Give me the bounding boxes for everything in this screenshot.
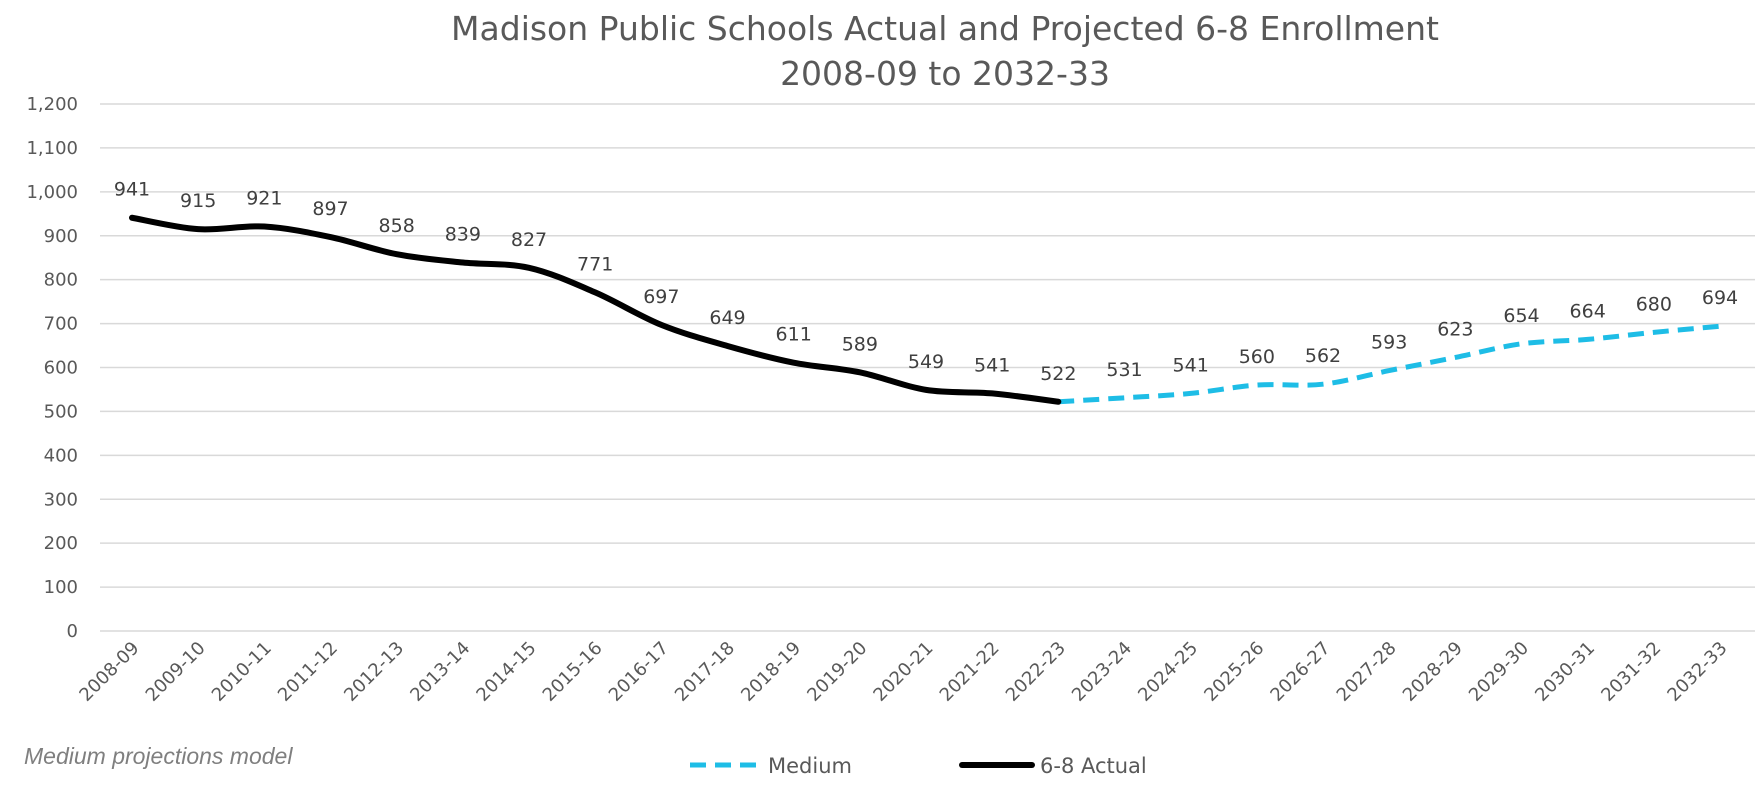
y-axis-ticks: 0 100 200 300 400 500 600 700 800 900 1,000 1,100 1,… xyxy=(26,94,78,642)
data-label: 858 xyxy=(379,215,415,237)
legend: Medium 6-8 Actual xyxy=(690,754,1147,778)
data-label: 593 xyxy=(1371,332,1407,354)
y-tick-label: 0 xyxy=(67,621,78,642)
projection-model-note: Medium projections model xyxy=(24,743,293,769)
data-label: 697 xyxy=(643,286,679,308)
x-tick-label: 2018-19 xyxy=(737,638,805,706)
data-label: 664 xyxy=(1570,300,1606,322)
data-label: 522 xyxy=(1040,363,1076,385)
chart-title: Madison Public Schools Actual and Projec… xyxy=(451,9,1439,48)
data-labels: 941 915 921 897 858 839 827 771 697 649 611 589 549 5… xyxy=(114,179,1738,385)
data-label: 839 xyxy=(445,224,481,246)
data-label: 623 xyxy=(1437,318,1473,340)
y-tick-label: 1,200 xyxy=(26,94,78,115)
x-tick-label: 2027-28 xyxy=(1333,638,1401,706)
x-tick-label: 2016-17 xyxy=(605,638,673,706)
legend-label-medium: Medium xyxy=(768,754,852,778)
data-label: 541 xyxy=(974,354,1010,376)
x-tick-label: 2023-24 xyxy=(1068,638,1136,706)
y-tick-label: 1,000 xyxy=(26,182,78,203)
y-tick-label: 500 xyxy=(44,401,78,422)
data-label: 771 xyxy=(577,253,613,275)
x-tick-label: 2021-22 xyxy=(936,638,1004,706)
x-tick-label: 2012-13 xyxy=(340,638,408,706)
x-tick-label: 2019-20 xyxy=(803,638,871,706)
data-label: 531 xyxy=(1106,359,1142,381)
x-tick-label: 2017-18 xyxy=(671,638,739,706)
data-label: 897 xyxy=(312,198,348,220)
data-label: 921 xyxy=(246,188,282,210)
x-tick-label: 2014-15 xyxy=(472,638,540,706)
y-tick-label: 300 xyxy=(44,489,78,510)
x-tick-label: 2026-27 xyxy=(1266,638,1334,706)
data-label: 680 xyxy=(1636,293,1672,315)
x-tick-label: 2024-25 xyxy=(1134,638,1202,706)
x-tick-label: 2015-16 xyxy=(539,638,607,706)
y-tick-label: 700 xyxy=(44,314,78,335)
legend-label-actual: 6-8 Actual xyxy=(1040,754,1147,778)
y-tick-label: 900 xyxy=(44,226,78,247)
y-tick-label: 600 xyxy=(44,358,78,379)
data-label: 915 xyxy=(180,190,216,212)
series-line-actual xyxy=(129,214,1062,405)
x-tick-label: 2032-33 xyxy=(1663,638,1731,706)
x-tick-label: 2022-23 xyxy=(1002,638,1070,706)
y-tick-label: 100 xyxy=(44,577,78,598)
x-tick-label: 2030-31 xyxy=(1531,638,1599,706)
data-label: 589 xyxy=(842,333,878,355)
x-tick-label: 2013-14 xyxy=(406,638,474,706)
x-tick-label: 2011-12 xyxy=(274,638,342,706)
x-tick-label: 2031-32 xyxy=(1597,638,1665,706)
x-tick-label: 2028-29 xyxy=(1399,638,1467,706)
x-tick-label: 2020-21 xyxy=(869,638,937,706)
data-label: 560 xyxy=(1239,346,1275,368)
data-label: 562 xyxy=(1305,345,1341,367)
x-tick-label: 2010-11 xyxy=(208,638,276,706)
y-tick-label: 200 xyxy=(44,533,78,554)
x-tick-label: 2025-26 xyxy=(1200,638,1268,706)
gridlines xyxy=(100,103,1755,632)
data-label: 649 xyxy=(709,307,745,329)
x-tick-label: 2009-10 xyxy=(142,638,210,706)
data-label: 549 xyxy=(908,351,944,373)
data-label: 941 xyxy=(114,179,150,201)
x-tick-label: 2008-09 xyxy=(75,638,143,706)
y-tick-label: 400 xyxy=(44,445,78,466)
data-label: 611 xyxy=(776,324,812,346)
data-label: 541 xyxy=(1173,354,1209,376)
data-label: 827 xyxy=(511,229,547,251)
data-label: 654 xyxy=(1503,305,1539,327)
y-tick-label: 800 xyxy=(44,270,78,291)
y-tick-label: 1,100 xyxy=(26,138,78,159)
chart-subtitle: 2008-09 to 2032-33 xyxy=(780,54,1110,93)
x-tick-label: 2029-30 xyxy=(1465,638,1533,706)
series-lines xyxy=(129,214,1721,405)
series-line-medium xyxy=(1058,323,1721,405)
x-axis-ticks: 2008-092009-102010-112011-122012-132013-… xyxy=(75,638,1731,706)
data-label: 694 xyxy=(1702,287,1738,309)
